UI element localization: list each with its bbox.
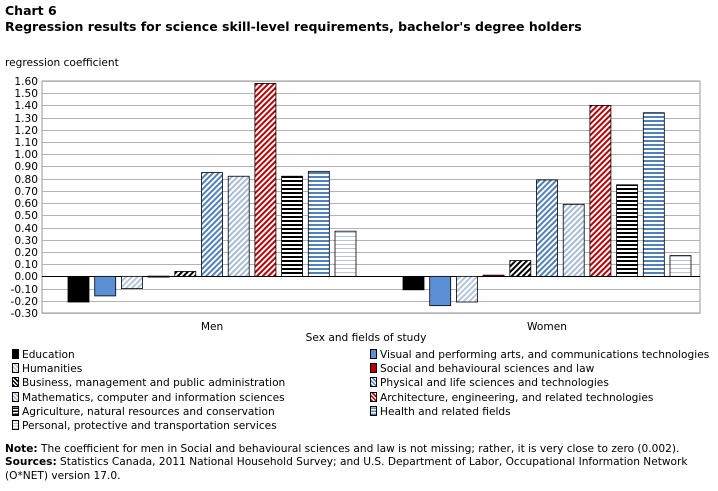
bar [562,203,585,277]
legend-item: Physical and life sciences and technolog… [370,376,609,390]
legend-swatch [370,349,377,359]
y-tick-label: 1.20 [14,125,38,137]
legend-label: Education [22,349,75,361]
legend-item: Visual and performing arts, and communic… [370,348,709,362]
legend-label: Social and behavioural sciences and law [380,363,595,376]
y-tick-label: 0.80 [14,174,38,186]
bar [174,271,197,277]
bar-chart: regression coefficient 1.601.501.401.301… [5,57,701,344]
bar [536,179,558,277]
legend-label: Physical and life sciences and technolog… [380,377,609,390]
legend-label: Humanities [22,363,83,376]
y-tick-label: 0.50 [14,210,38,222]
footnotes: Note: The coefficient for men in Social … [5,443,715,483]
y-tick-label: 0.90 [14,161,38,173]
legend-swatch [370,391,377,402]
y-tick-label: 0.00 [14,271,38,283]
legend-swatch [12,377,19,388]
legend-swatch [370,377,377,388]
bar [455,275,478,303]
bar [67,275,90,303]
legend-item: Business, management and public administ… [12,376,285,390]
legend-label: Health and related fields [380,405,511,418]
chart-number: Chart 6 [5,3,57,18]
legend-swatch [370,405,377,416]
legend-item: Mathematics, computer and information sc… [12,391,285,405]
bar [201,172,223,277]
bar [281,175,304,277]
bar [254,83,277,277]
x-axis-label: Sex and fields of study [306,332,427,344]
y-tick-label: 0.60 [14,198,38,210]
y-tick-label: -0.30 [11,308,39,320]
legend-item: Social and behavioural sciences and law [370,362,594,376]
x-tick-label: Women [527,321,567,333]
bar [669,255,692,277]
y-tick-label: 0.70 [14,186,38,198]
bar [94,275,117,297]
bar [482,274,505,277]
sources: Sources: Statistics Canada, 2011 Nationa… [5,456,688,482]
legend-item: Architecture, engineering, and related t… [370,391,653,405]
legend-swatch [12,363,19,374]
bar [429,275,452,307]
bar [616,184,638,277]
x-tick-label: Men [201,321,223,333]
legend-item: Humanities [12,362,82,376]
bar [589,105,612,277]
y-tick-label: 0.20 [14,247,38,259]
legend-swatch [12,349,19,359]
y-tick-label: 1.30 [14,113,38,125]
y-tick-labels: 1.601.501.401.301.201.101.000.900.800.70… [11,76,39,320]
legend-item: Personal, protective and transportation … [12,419,277,433]
legend: Education Visual and performing arts, and… [12,348,712,438]
bar [307,170,330,277]
legend-swatch [12,420,19,430]
y-tick-label: 1.00 [14,149,38,161]
legend-swatch [12,405,19,416]
legend-item: Agriculture, natural resources and conse… [12,405,275,419]
x-tick-labels: Men Women [201,321,567,333]
y-axis-label: regression coefficient [5,57,119,69]
legend-item: Health and related fields [370,405,511,419]
y-tick-label: 1.40 [14,100,38,112]
legend-label: Agriculture, natural resources and conse… [22,405,275,418]
bar [402,275,425,291]
legend-swatch [370,363,377,374]
legend-label: Business, management and public administ… [22,377,286,390]
y-tick-label: 0.10 [14,259,38,271]
legend-label: Mathematics, computer and information sc… [22,391,285,404]
y-tick-label: 0.40 [14,223,38,235]
legend-label: Personal, protective and transportation … [22,420,277,432]
bar [147,275,170,278]
bars [67,83,692,307]
y-tick-label: 1.60 [14,76,38,88]
bar [227,175,250,277]
chart-title: Chart 6 Regression results for science s… [5,3,705,35]
bar [334,230,357,277]
y-tick-label: -0.10 [11,284,39,296]
legend-label: Visual and performing arts, and communic… [380,349,710,361]
legend-label: Architecture, engineering, and related t… [380,391,654,404]
legend-item: Education [12,348,75,362]
note: Note: The coefficient for men in Social … [5,443,680,455]
bar [642,112,665,277]
y-tick-label: 1.10 [14,137,38,149]
y-tick-label: 0.30 [14,235,38,247]
y-tick-label: 1.50 [14,88,38,100]
bar [121,275,143,289]
chart-title-text: Regression results for science skill-lev… [5,19,582,34]
y-tick-label: -0.20 [11,296,39,308]
legend-swatch [12,391,19,402]
bar [509,260,532,277]
